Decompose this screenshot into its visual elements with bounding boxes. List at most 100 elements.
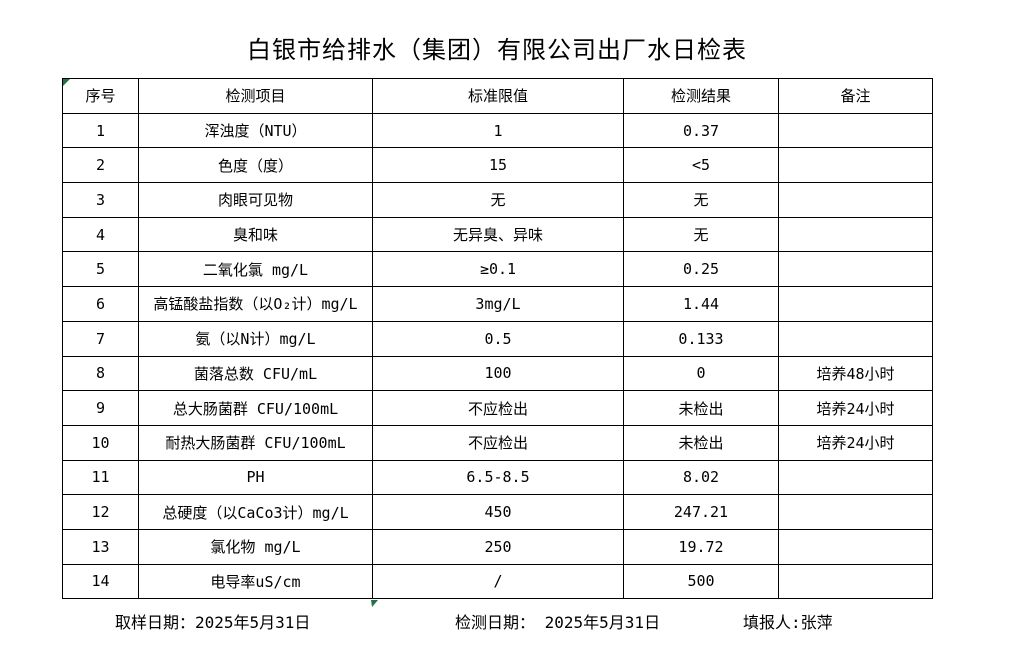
cell-item: 色度（度） [138, 147, 373, 184]
cell-serial: 12 [62, 494, 139, 530]
table-row: 8 菌落总数 CFU/mL 100 0 培养48小时 [62, 355, 933, 392]
cell-serial: 8 [62, 355, 139, 392]
cell-item: 总硬度（以CaCo3计）mg/L [138, 494, 373, 530]
cell-limit: 250 [372, 528, 624, 565]
cell-limit: 0.5 [372, 320, 624, 357]
inspection-table: 序号 检测项目 标准限值 检测结果 备注 1 浑浊度（NTU） 1 0.37 2… [62, 78, 933, 600]
cell-result: 0.25 [623, 251, 779, 288]
sample-date-label: 取样日期：2025年5月31日 [115, 613, 311, 632]
cell-result: 19.72 [623, 528, 779, 565]
column-header-result: 检测结果 [623, 78, 779, 114]
table-row: 13 氯化物 mg/L 250 19.72 [62, 528, 933, 565]
cell-result: 1.44 [623, 286, 779, 322]
table-row: 11 PH 6.5-8.5 8.02 [62, 459, 933, 496]
cell-item: 浑浊度（NTU） [138, 112, 373, 149]
table-row: 2 色度（度） 15 <5 [62, 147, 933, 184]
cell-remarks: 培养24小时 [778, 390, 933, 426]
page-title: 白银市给排水（集团）有限公司出厂水日检表 [247, 36, 747, 64]
cell-item: 耐热大肠菌群 CFU/100mL [138, 424, 373, 461]
cell-result: 0.37 [623, 112, 779, 149]
cell-limit: 不应检出 [372, 424, 624, 461]
cell-result: 未检出 [623, 424, 779, 461]
cell-limit: ≥0.1 [372, 251, 624, 288]
test-date-label: 检测日期： 2025年5月31日 [455, 613, 661, 632]
excel-error-indicator-icon [371, 600, 378, 607]
cell-serial: 13 [62, 528, 139, 565]
cell-remarks [778, 286, 933, 322]
table-header-row: 序号 检测项目 标准限值 检测结果 备注 [62, 78, 933, 114]
cell-limit: 6.5-8.5 [372, 459, 624, 496]
cell-limit: 15 [372, 147, 624, 184]
cell-remarks [778, 147, 933, 184]
cell-item: 高锰酸盐指数（以O₂计）mg/L [138, 286, 373, 322]
table-row: 1 浑浊度（NTU） 1 0.37 [62, 112, 933, 149]
cell-item: PH [138, 459, 373, 496]
column-header-item: 检测项目 [138, 78, 373, 114]
cell-result: 0 [623, 355, 779, 392]
cell-limit: 100 [372, 355, 624, 392]
cell-result: 无 [623, 182, 779, 218]
cell-remarks [778, 494, 933, 530]
cell-serial: 6 [62, 286, 139, 322]
cell-serial: 4 [62, 216, 139, 253]
cell-item: 菌落总数 CFU/mL [138, 355, 373, 392]
cell-serial: 5 [62, 251, 139, 288]
table-row: 6 高锰酸盐指数（以O₂计）mg/L 3mg/L 1.44 [62, 286, 933, 322]
column-header-limit: 标准限值 [372, 78, 624, 114]
table-row: 4 臭和味 无异臭、异味 无 [62, 216, 933, 253]
reporter-label: 填报人:张萍 [743, 613, 833, 632]
cell-result: 无 [623, 216, 779, 253]
cell-limit: 1 [372, 112, 624, 149]
column-header-remarks: 备注 [778, 78, 933, 114]
table-body: 1 浑浊度（NTU） 1 0.37 2 色度（度） 15 <5 3 肉眼可见物 … [62, 112, 933, 600]
cell-limit: 450 [372, 494, 624, 530]
cell-item: 臭和味 [138, 216, 373, 253]
cell-result: 未检出 [623, 390, 779, 426]
cell-limit: 3mg/L [372, 286, 624, 322]
excel-error-indicator-icon [63, 79, 70, 86]
cell-limit: 不应检出 [372, 390, 624, 426]
cell-serial: 10 [62, 424, 139, 461]
footer: 取样日期：2025年5月31日 检测日期： 2025年5月31日 填报人:张萍 [0, 609, 1016, 633]
cell-limit: 无 [372, 182, 624, 218]
cell-item: 二氧化氯 mg/L [138, 251, 373, 288]
cell-remarks [778, 182, 933, 218]
cell-remarks [778, 112, 933, 149]
table-row: 7 氨（以N计）mg/L 0.5 0.133 [62, 320, 933, 357]
cell-limit: 无异臭、异味 [372, 216, 624, 253]
cell-remarks [778, 251, 933, 288]
table-row: 5 二氧化氯 mg/L ≥0.1 0.25 [62, 251, 933, 288]
table-row: 10 耐热大肠菌群 CFU/100mL 不应检出 未检出 培养24小时 [62, 424, 933, 461]
cell-item: 电导率uS/cm [138, 563, 373, 600]
cell-serial: 2 [62, 147, 139, 184]
cell-remarks [778, 563, 933, 600]
cell-result: <5 [623, 147, 779, 184]
cell-remarks [778, 528, 933, 565]
table-row: 3 肉眼可见物 无 无 [62, 182, 933, 218]
cell-remarks: 培养48小时 [778, 355, 933, 392]
cell-serial: 11 [62, 459, 139, 496]
cell-item: 总大肠菌群 CFU/100mL [138, 390, 373, 426]
cell-remarks [778, 459, 933, 496]
column-header-serial: 序号 [62, 78, 139, 114]
cell-result: 500 [623, 563, 779, 600]
cell-remarks [778, 320, 933, 357]
cell-remarks: 培养24小时 [778, 424, 933, 461]
cell-item: 氨（以N计）mg/L [138, 320, 373, 357]
cell-serial: 9 [62, 390, 139, 426]
table-row: 14 电导率uS/cm / 500 [62, 563, 933, 600]
cell-item: 氯化物 mg/L [138, 528, 373, 565]
cell-result: 8.02 [623, 459, 779, 496]
table-row: 9 总大肠菌群 CFU/100mL 不应检出 未检出 培养24小时 [62, 390, 933, 426]
cell-limit: / [372, 563, 624, 600]
cell-result: 247.21 [623, 494, 779, 530]
cell-remarks [778, 216, 933, 253]
cell-serial: 1 [62, 112, 139, 149]
cell-result: 0.133 [623, 320, 779, 357]
cell-serial: 3 [62, 182, 139, 218]
cell-serial: 7 [62, 320, 139, 357]
table-row: 12 总硬度（以CaCo3计）mg/L 450 247.21 [62, 494, 933, 530]
cell-serial: 14 [62, 563, 139, 600]
cell-item: 肉眼可见物 [138, 182, 373, 218]
